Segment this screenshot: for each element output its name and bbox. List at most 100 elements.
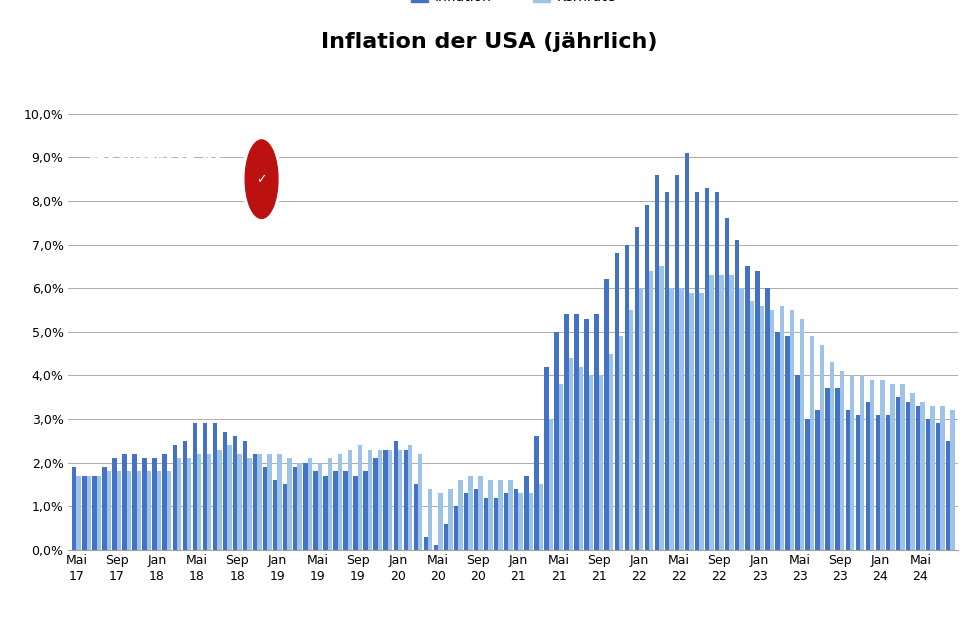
Bar bbox=[333, 471, 337, 550]
Bar bbox=[684, 153, 689, 550]
Bar bbox=[363, 471, 367, 550]
Bar bbox=[423, 537, 428, 550]
Bar bbox=[438, 493, 442, 550]
Bar bbox=[785, 336, 788, 550]
Bar bbox=[634, 227, 638, 550]
Bar bbox=[192, 423, 196, 550]
Bar bbox=[573, 314, 578, 550]
Bar bbox=[293, 467, 297, 550]
Bar bbox=[267, 454, 272, 550]
Bar bbox=[598, 375, 603, 550]
Bar bbox=[72, 467, 76, 550]
Bar bbox=[729, 275, 733, 550]
Bar bbox=[910, 393, 913, 550]
Ellipse shape bbox=[245, 140, 277, 219]
Bar bbox=[899, 384, 904, 550]
Bar bbox=[112, 458, 116, 550]
Bar bbox=[739, 288, 743, 550]
Text: unabhängig • strategisch • treffsicher: unabhängig • strategisch • treffsicher bbox=[88, 204, 248, 213]
Ellipse shape bbox=[242, 135, 280, 222]
Bar bbox=[895, 398, 899, 550]
Bar bbox=[212, 423, 217, 550]
Bar bbox=[834, 389, 839, 550]
Bar bbox=[337, 454, 342, 550]
Bar bbox=[514, 489, 518, 550]
Bar bbox=[694, 192, 699, 550]
Bar bbox=[735, 240, 739, 550]
Bar bbox=[825, 389, 829, 550]
Bar bbox=[674, 175, 678, 550]
Bar bbox=[524, 476, 528, 550]
Bar bbox=[804, 419, 809, 550]
Bar bbox=[754, 270, 759, 550]
Bar bbox=[689, 293, 693, 550]
Bar bbox=[196, 454, 201, 550]
Bar bbox=[664, 192, 668, 550]
Bar bbox=[277, 454, 281, 550]
Bar bbox=[127, 471, 131, 550]
Bar bbox=[156, 471, 161, 550]
Legend: Inflation, Kernrate: Inflation, Kernrate bbox=[410, 0, 616, 4]
Bar bbox=[137, 471, 141, 550]
Bar bbox=[794, 375, 799, 550]
Bar bbox=[417, 454, 422, 550]
Bar bbox=[578, 367, 582, 550]
Bar bbox=[177, 458, 181, 550]
Bar bbox=[855, 415, 859, 550]
Bar bbox=[865, 401, 870, 550]
Bar bbox=[604, 279, 609, 550]
Bar bbox=[484, 497, 488, 550]
Bar bbox=[116, 471, 121, 550]
Bar bbox=[388, 449, 392, 550]
Bar bbox=[183, 441, 187, 550]
Bar bbox=[282, 484, 287, 550]
Bar bbox=[307, 458, 312, 550]
Bar bbox=[714, 192, 719, 550]
Bar bbox=[242, 441, 247, 550]
Bar bbox=[799, 319, 803, 550]
Bar bbox=[929, 406, 934, 550]
Bar bbox=[654, 175, 658, 550]
Bar bbox=[247, 458, 251, 550]
Bar bbox=[82, 476, 86, 550]
Bar bbox=[554, 332, 558, 550]
Bar bbox=[147, 471, 151, 550]
Bar bbox=[584, 319, 588, 550]
Bar bbox=[779, 306, 784, 550]
Bar bbox=[649, 270, 653, 550]
Bar bbox=[444, 524, 447, 550]
Bar bbox=[488, 480, 492, 550]
Bar bbox=[303, 463, 307, 550]
Bar bbox=[644, 205, 649, 550]
Bar bbox=[76, 476, 81, 550]
Bar bbox=[874, 415, 879, 550]
Bar bbox=[588, 375, 593, 550]
Bar bbox=[845, 410, 849, 550]
Bar bbox=[925, 419, 929, 550]
Bar bbox=[433, 545, 438, 550]
Bar bbox=[122, 454, 127, 550]
Bar bbox=[152, 458, 156, 550]
Bar bbox=[207, 454, 211, 550]
Bar bbox=[257, 454, 262, 550]
Bar bbox=[106, 471, 111, 550]
Bar bbox=[704, 188, 708, 550]
Bar bbox=[748, 301, 753, 550]
Bar bbox=[940, 406, 944, 550]
Bar bbox=[297, 463, 302, 550]
Bar bbox=[404, 449, 407, 550]
Bar bbox=[788, 310, 793, 550]
Bar bbox=[699, 293, 703, 550]
Bar bbox=[358, 445, 361, 550]
Bar bbox=[568, 358, 573, 550]
Bar bbox=[870, 380, 873, 550]
Bar bbox=[624, 245, 628, 550]
Bar bbox=[885, 415, 889, 550]
Bar bbox=[143, 458, 147, 550]
Bar bbox=[724, 219, 729, 550]
Bar bbox=[172, 445, 177, 550]
Bar bbox=[187, 458, 191, 550]
Bar bbox=[86, 476, 91, 550]
Bar bbox=[97, 476, 101, 550]
Bar bbox=[905, 401, 910, 550]
